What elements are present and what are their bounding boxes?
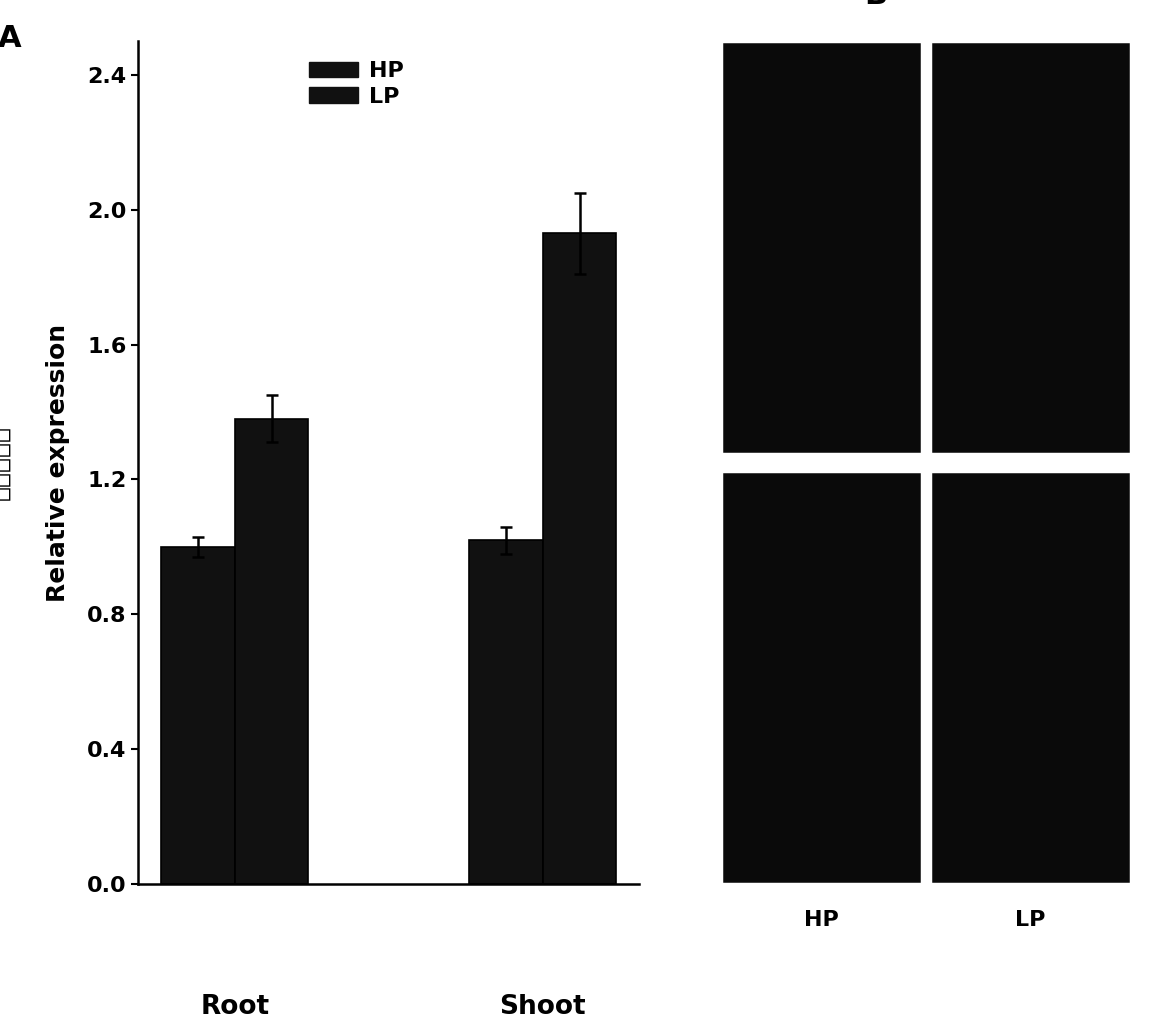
Text: 相对表达量: 相对表达量 (0, 426, 10, 500)
Bar (234, 418, 308, 884)
Bar (470, 540, 542, 884)
Text: A: A (0, 25, 22, 53)
Text: Root: Root (201, 994, 269, 1020)
Legend: HP, LP: HP, LP (300, 52, 412, 115)
Text: B: B (864, 0, 887, 10)
Bar (542, 233, 616, 884)
Text: Relative expression: Relative expression (46, 324, 70, 601)
Text: LP: LP (1016, 910, 1046, 929)
Text: Shoot: Shoot (500, 994, 586, 1020)
Text: HP: HP (804, 910, 839, 929)
Bar (162, 547, 234, 884)
